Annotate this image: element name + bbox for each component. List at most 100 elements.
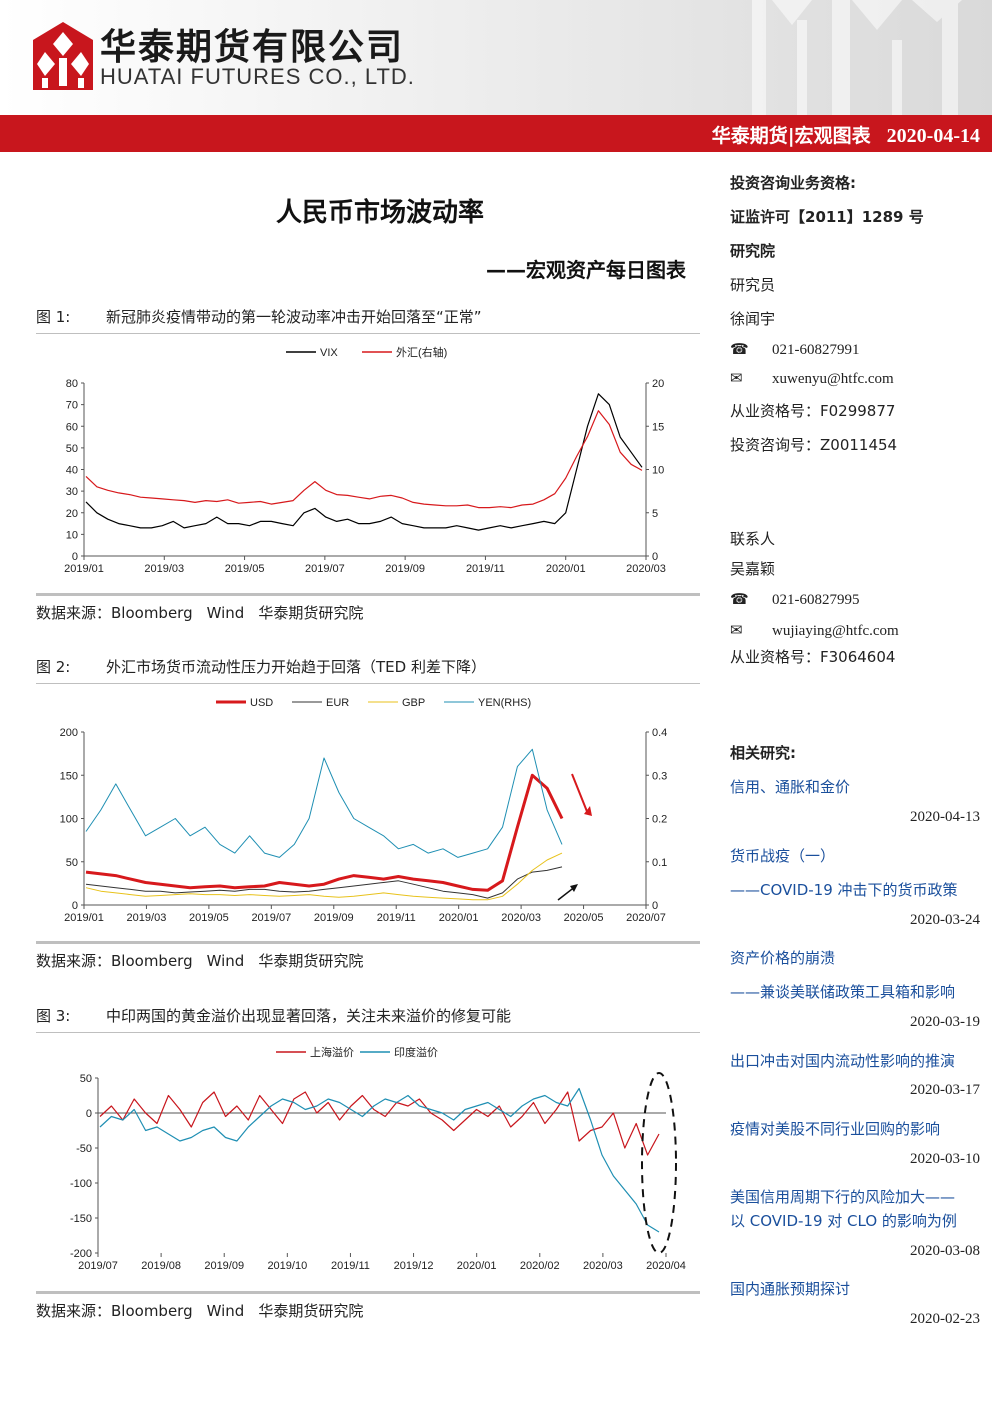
role-researcher: 研究员 [730, 276, 776, 294]
qualification-title: 投资咨询业务资格: [730, 174, 856, 192]
x-tick-label: 2019/10 [267, 1260, 307, 1272]
y2-tick-label: 0 [652, 900, 658, 912]
related-link-7[interactable]: 国内通胀预期探讨 [730, 1280, 851, 1298]
legend-label: USD [250, 697, 273, 709]
report-date: 2020-04-14 [886, 125, 980, 147]
y-tick-label: 60 [66, 421, 78, 433]
related-link-1[interactable]: 信用、通胀和金价 [730, 778, 851, 796]
y-tick-label: 10 [66, 529, 78, 541]
contact-cert: 从业资格号：F3064604 [730, 648, 896, 666]
email-address[interactable]: xuwenyu@htfc.com [772, 371, 894, 387]
email-address[interactable]: wujiaying@htfc.com [772, 623, 899, 639]
header-banner: 华泰期货有限公司 HUATAI FUTURES CO., LTD. [0, 0, 992, 115]
figure-2-chart: 0 50 100 150 200 0 0.1 0.2 0.3 0.4 2019/01 2019/03 2… [60, 697, 668, 924]
researcher-consult: 投资咨询号：Z0011454 [730, 436, 898, 454]
related-date-3: 2020-03-19 [910, 1014, 980, 1030]
source-htfc: 华泰期货研究院 [258, 1302, 364, 1320]
source-bloomberg: 数据来源：Bloomberg [36, 1302, 193, 1320]
y-tick-label: 0 [86, 1108, 92, 1120]
related-date-1: 2020-04-13 [910, 809, 980, 825]
x-tick-label: 2019/03 [144, 563, 184, 575]
y-tick-label: 150 [60, 770, 78, 782]
y-tick-label: 50 [66, 443, 78, 455]
arrow-head-icon [570, 884, 578, 892]
x-tick-label: 2019/07 [251, 912, 291, 924]
company-name-en: HUATAI FUTURES CO., LTD. [100, 64, 415, 89]
source-bloomberg: 数据来源：Bloomberg [36, 604, 193, 622]
related-link-6[interactable]: 美国信用周期下行的风险加大—— [730, 1188, 956, 1206]
figure-3-chart: -200 -150 -100 -50 0 50 2019/07 2019/08 2019/09 2… [70, 1045, 686, 1272]
related-date-7: 2020-02-23 [910, 1311, 980, 1327]
figure-3-number: 图 3: [36, 1007, 71, 1025]
highlight-ellipse [641, 1072, 677, 1254]
page-subtitle: ——宏观资产每日图表 [486, 258, 686, 282]
legend-label: EUR [326, 697, 349, 709]
figure-1-caption: 图 1: 新冠肺炎疫情带动的第一轮波动率冲击开始回落至“正常” [36, 306, 700, 334]
report-category: 华泰期货|宏观图表 [711, 125, 871, 147]
mail-icon: ✉ [730, 623, 743, 639]
source-wind: Wind [206, 952, 245, 970]
related-link-2-sub[interactable]: ——COVID-19 冲击下的货币政策 [730, 881, 958, 899]
y2-tick-label: 0.1 [652, 857, 667, 869]
x-tick-label: 2019/03 [127, 912, 167, 924]
x-tick-label: 2019/11 [377, 912, 416, 924]
x-tick-label: 2019/07 [78, 1260, 118, 1272]
mail-icon: ✉ [730, 371, 743, 387]
figure-1-text: 新冠肺炎疫情带动的第一轮波动率冲击开始回落至“正常” [106, 308, 482, 326]
related-link-3[interactable]: 资产价格的崩溃 [730, 949, 836, 967]
y2-tick-label: 15 [652, 421, 664, 433]
x-tick-label: 2020/04 [646, 1260, 686, 1272]
figure-1-chart: 0 10 20 30 40 50 60 70 80 0 5 10 15 20 2019/01 2019/03 2… [64, 345, 666, 575]
source-htfc: 华泰期货研究院 [258, 952, 364, 970]
figure-2-number: 图 2: [36, 658, 71, 676]
y2-tick-label: 0 [652, 551, 658, 563]
figure-1-source: 数据来源：Bloomberg Wind 华泰期货研究院 [36, 593, 700, 623]
related-link-6-sub[interactable]: 以 COVID-19 对 CLO 的影响为例 [730, 1212, 957, 1230]
x-tick-label: 2020/03 [626, 563, 666, 575]
y-tick-label: 50 [80, 1073, 92, 1085]
related-link-3-sub[interactable]: ——兼谈美联储政策工具箱和影响 [730, 983, 956, 1001]
related-link-4[interactable]: 出口冲击对国内流动性影响的推演 [730, 1052, 956, 1070]
report-bar-text: 华泰期货|宏观图表 2020-04-14 [712, 121, 980, 148]
x-tick-label: 2020/01 [457, 1260, 497, 1272]
license-number: 证监许可【2011】1289 号 [730, 208, 924, 226]
researcher-email: ✉ xuwenyu@htfc.com [730, 369, 894, 388]
y-tick-label: 30 [66, 486, 78, 498]
y-tick-label: 80 [66, 378, 78, 390]
phone-icon: ☎ [730, 592, 749, 608]
related-date-5: 2020-03-10 [910, 1151, 980, 1167]
x-tick-label: 2019/01 [64, 563, 104, 575]
related-date-6: 2020-03-08 [910, 1243, 980, 1259]
figure-3-caption: 图 3: 中印两国的黄金溢价出现显著回落，关注未来溢价的修复可能 [36, 1005, 700, 1033]
y-tick-label: -100 [70, 1178, 92, 1190]
phone-number: 021-60827991 [772, 342, 860, 358]
x-tick-label: 2019/09 [204, 1260, 244, 1272]
x-tick-label: 2019/05 [225, 563, 265, 575]
related-date-2: 2020-03-24 [910, 912, 980, 928]
figure-2-text: 外汇市场货币流动性压力开始趋于回落（TED 利差下降） [106, 658, 486, 676]
x-tick-label: 2019/07 [305, 563, 345, 575]
related-date-4: 2020-03-17 [910, 1082, 980, 1098]
related-link-5[interactable]: 疫情对美股不同行业回购的影响 [730, 1120, 941, 1138]
x-tick-label: 2019/12 [394, 1260, 434, 1272]
related-research-title: 相关研究: [730, 744, 796, 762]
researcher-name: 徐闻宇 [730, 310, 776, 328]
y-tick-label: 100 [60, 814, 78, 826]
source-wind: Wind [206, 604, 245, 622]
y2-tick-label: 0.2 [652, 814, 667, 826]
series-line-4 [85, 748, 563, 858]
x-tick-label: 2019/11 [331, 1260, 370, 1272]
related-link-2[interactable]: 货币战疫（一） [730, 847, 836, 865]
y-tick-label: 0 [72, 900, 78, 912]
series-line-1 [99, 1091, 660, 1156]
y-tick-label: -200 [70, 1248, 92, 1260]
y-tick-label: 40 [66, 465, 78, 477]
x-tick-label: 2019/11 [466, 563, 505, 575]
x-tick-label: 2019/09 [314, 912, 354, 924]
figure-3-text: 中印两国的黄金溢价出现显著回落，关注未来溢价的修复可能 [106, 1007, 512, 1025]
x-tick-label: 2020/05 [564, 912, 604, 924]
annotation-arrow-down [571, 773, 589, 815]
institute-label: 研究院 [730, 242, 776, 260]
arrow-head-icon [584, 806, 592, 816]
x-tick-label: 2020/03 [583, 1260, 623, 1272]
